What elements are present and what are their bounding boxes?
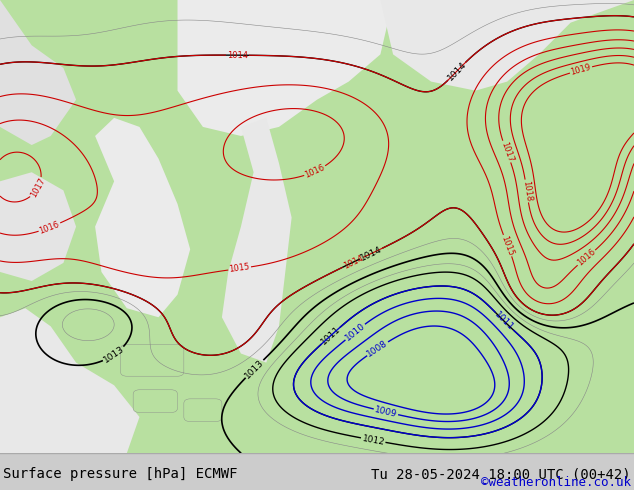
- FancyBboxPatch shape: [0, 0, 634, 453]
- Text: Surface pressure [hPa] ECMWF: Surface pressure [hPa] ECMWF: [3, 467, 238, 481]
- Text: 1014: 1014: [446, 60, 468, 82]
- FancyBboxPatch shape: [0, 0, 634, 453]
- Text: 1019: 1019: [570, 63, 592, 77]
- Text: 1018: 1018: [521, 180, 533, 202]
- FancyBboxPatch shape: [120, 344, 184, 376]
- Text: 1011: 1011: [493, 310, 515, 333]
- Polygon shape: [0, 0, 76, 145]
- Polygon shape: [0, 172, 76, 281]
- Text: ©weatheronline.co.uk: ©weatheronline.co.uk: [481, 476, 631, 489]
- Text: 1008: 1008: [365, 339, 389, 359]
- Polygon shape: [178, 0, 393, 136]
- Text: 1016: 1016: [576, 247, 597, 268]
- Polygon shape: [95, 118, 190, 318]
- Polygon shape: [222, 118, 292, 363]
- Text: 1014: 1014: [227, 50, 248, 60]
- Polygon shape: [380, 0, 634, 91]
- Text: 1017: 1017: [499, 140, 515, 163]
- Text: 1017: 1017: [29, 176, 47, 199]
- Polygon shape: [0, 308, 139, 453]
- Text: 1013: 1013: [102, 344, 126, 365]
- Text: 1012: 1012: [361, 434, 385, 446]
- Text: 1016: 1016: [38, 220, 61, 235]
- Text: 1011: 1011: [320, 324, 342, 346]
- FancyBboxPatch shape: [133, 390, 178, 413]
- FancyBboxPatch shape: [184, 399, 222, 421]
- Text: 1015: 1015: [500, 234, 515, 257]
- Text: 1015: 1015: [229, 263, 250, 274]
- Text: 1014: 1014: [359, 245, 384, 263]
- FancyBboxPatch shape: [0, 453, 634, 490]
- Text: 1009: 1009: [373, 405, 398, 419]
- Text: 1016: 1016: [304, 163, 327, 180]
- Text: 1014: 1014: [342, 254, 365, 271]
- Text: 1010: 1010: [344, 321, 367, 343]
- Text: 1013: 1013: [243, 358, 266, 380]
- Text: Tu 28-05-2024 18:00 UTC (00+42): Tu 28-05-2024 18:00 UTC (00+42): [371, 467, 631, 481]
